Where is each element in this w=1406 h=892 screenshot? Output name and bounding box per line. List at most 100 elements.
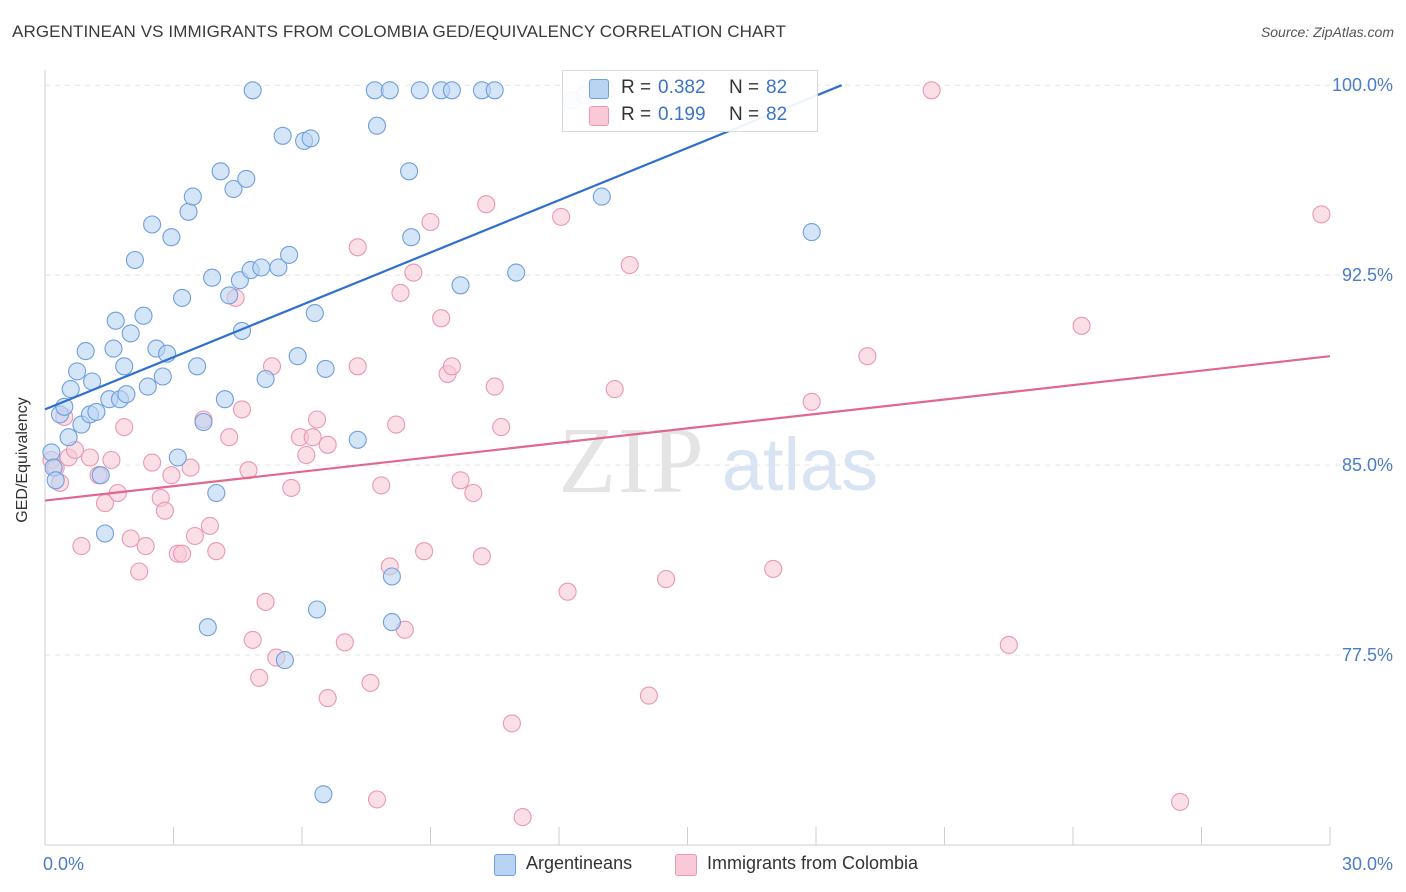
- y-axis-label: GED/Equivalency: [14, 397, 31, 523]
- data-point: [68, 362, 87, 381]
- data-point: [442, 357, 461, 376]
- data-point: [620, 255, 639, 275]
- data-point: [138, 377, 157, 396]
- data-point: [922, 81, 941, 100]
- data-point: [802, 223, 821, 242]
- data-point: [858, 347, 877, 366]
- data-point: [282, 478, 301, 497]
- legend-swatch-blue: [589, 79, 609, 99]
- data-point: [243, 81, 262, 100]
- data-point: [1171, 792, 1190, 811]
- series-legend: Argentineans Immigrants from Colombia: [0, 852, 1406, 878]
- data-point: [232, 400, 252, 419]
- data-point: [382, 613, 401, 632]
- data-point: [402, 228, 421, 247]
- n-value: 82: [766, 104, 788, 125]
- data-point: [513, 808, 532, 827]
- data-point: [387, 415, 406, 434]
- data-point: [404, 263, 423, 282]
- data-point: [307, 410, 327, 429]
- data-point: [162, 228, 181, 247]
- data-point: [275, 651, 294, 670]
- data-point: [303, 428, 322, 447]
- legend-row-argentineans: R = 0.382 N = 82: [563, 75, 817, 101]
- chart-source: Source: ZipAtlas.com: [1260, 24, 1394, 40]
- trend-lines: [44, 84, 1331, 502]
- r-label: R =: [621, 77, 652, 98]
- data-point: [507, 263, 526, 282]
- legend-label-colombia: Immigrants from Colombia: [707, 853, 919, 873]
- n-label: N =: [729, 104, 760, 125]
- data-point: [348, 357, 367, 376]
- legend-swatch-pink: [589, 106, 609, 126]
- data-point: [1072, 316, 1091, 335]
- data-point: [237, 169, 256, 188]
- y-tick-label: 85.0%: [1342, 455, 1393, 475]
- data-point: [367, 116, 387, 135]
- data-point: [61, 380, 80, 399]
- data-point: [220, 428, 239, 447]
- data-point: [316, 359, 335, 378]
- data-point: [76, 342, 95, 361]
- y-tick-label: 100.0%: [1332, 75, 1393, 95]
- data-point: [134, 306, 153, 325]
- r-label: R =: [621, 104, 652, 125]
- data-point: [153, 367, 172, 386]
- data-point: [102, 450, 121, 470]
- y-tick-label: 92.5%: [1342, 265, 1393, 285]
- data-point: [400, 162, 419, 181]
- data-point: [802, 392, 821, 411]
- legend-label-argentineans: Argentineans: [526, 853, 633, 873]
- data-point: [314, 785, 333, 804]
- trend-line-argentineans: [44, 84, 843, 411]
- data-point: [250, 668, 269, 687]
- correlation-legend: R = 0.382 N = 82 R = 0.199 N = 82: [562, 70, 818, 132]
- data-point: [451, 276, 470, 295]
- data-point: [1312, 205, 1331, 224]
- data-point: [273, 126, 292, 145]
- data-point: [203, 268, 222, 287]
- r-value: 0.199: [658, 104, 706, 125]
- data-point: [301, 129, 320, 148]
- data-point: [72, 537, 91, 556]
- data-point: [442, 81, 461, 100]
- data-point: [558, 582, 577, 601]
- data-point: [168, 448, 187, 467]
- data-point: [432, 309, 451, 328]
- data-point: [451, 471, 470, 490]
- data-point: [224, 179, 243, 199]
- data-point: [485, 377, 504, 396]
- data-point: [207, 483, 226, 503]
- watermark: ZIP atlas: [559, 409, 879, 513]
- data-point: [173, 288, 192, 307]
- data-point: [80, 448, 100, 467]
- data-point: [185, 526, 204, 546]
- data-point: [348, 430, 367, 449]
- data-point: [305, 304, 324, 323]
- data-point: [106, 311, 125, 330]
- data-point: [280, 245, 299, 264]
- data-point: [657, 570, 676, 589]
- data-point: [367, 790, 387, 809]
- tick-labels: 77.5% 85.0% 92.5% 100.0% 0.0% 30.0%: [43, 75, 1393, 874]
- data-point: [269, 258, 288, 277]
- data-point: [155, 501, 174, 520]
- series-argentineans-points: [42, 81, 821, 804]
- data-point: [194, 412, 213, 432]
- data-point: [162, 466, 181, 485]
- data-point: [464, 483, 483, 503]
- watermark-zip: ZIP: [559, 409, 706, 513]
- data-point: [95, 524, 115, 543]
- data-point: [307, 600, 327, 619]
- data-point: [372, 476, 391, 495]
- data-point: [477, 195, 496, 214]
- data-point: [188, 357, 207, 376]
- r-value: 0.382: [658, 77, 706, 98]
- data-point: [87, 402, 106, 421]
- data-point: [256, 592, 275, 611]
- data-point: [173, 544, 192, 563]
- data-point: [42, 443, 61, 462]
- data-point: [391, 283, 410, 302]
- data-point: [91, 466, 110, 485]
